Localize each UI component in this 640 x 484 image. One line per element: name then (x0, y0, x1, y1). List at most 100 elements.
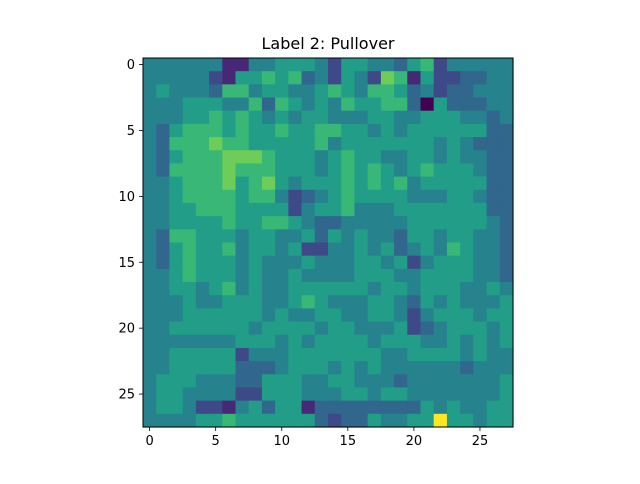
heatmap-cell (209, 229, 223, 244)
heatmap-cell (301, 163, 316, 178)
heatmap-cell (394, 150, 408, 165)
heatmap-cell (446, 387, 461, 402)
heatmap-cell (433, 282, 448, 296)
y-tick-label: 10 (118, 190, 135, 205)
heatmap-cell (367, 295, 382, 309)
heatmap-cell (328, 84, 342, 99)
heatmap-cell (473, 189, 488, 204)
heatmap-cell (182, 137, 197, 151)
heatmap-cell (433, 110, 448, 125)
heatmap-cell (433, 202, 448, 217)
heatmap-cell (460, 163, 474, 178)
heatmap-cell (248, 123, 263, 138)
heatmap-cell (156, 229, 171, 244)
heatmap-cell (420, 413, 435, 428)
heatmap-cell (209, 71, 223, 85)
heatmap-cell (209, 176, 223, 191)
heatmap-cell (248, 176, 263, 191)
heatmap-cell (301, 242, 316, 257)
heatmap-cell (367, 71, 382, 85)
heatmap-cell (499, 97, 514, 112)
heatmap-cell (209, 413, 223, 428)
heatmap-cell (499, 255, 514, 270)
heatmap-cell (341, 242, 356, 257)
heatmap-cell (433, 137, 448, 151)
heatmap-cell (367, 97, 382, 112)
heatmap-cell (341, 58, 356, 72)
heatmap-cell (486, 123, 501, 138)
heatmap-cell (222, 71, 237, 85)
heatmap-cell (314, 295, 329, 309)
heatmap-cell (354, 137, 369, 151)
heatmap-cell (169, 123, 184, 138)
heatmap-cell (446, 308, 461, 323)
heatmap-cell (288, 137, 303, 151)
heatmap-cell (380, 71, 395, 85)
heatmap-cell (446, 163, 461, 178)
heatmap-cell (301, 347, 316, 362)
heatmap-cell (169, 163, 184, 178)
heatmap-cell (341, 282, 356, 296)
heatmap-cell (195, 71, 210, 85)
heatmap-cell (209, 361, 223, 375)
heatmap-cell (248, 71, 263, 85)
heatmap-cell (209, 334, 223, 349)
heatmap-cell (235, 282, 250, 296)
heatmap-cell (235, 242, 250, 257)
heatmap-cell (222, 137, 237, 151)
heatmap-cell (301, 334, 316, 349)
heatmap-cell (460, 58, 474, 72)
heatmap-cell (420, 255, 435, 270)
heatmap-cell (248, 229, 263, 244)
y-axis: 0 5 10 15 20 25 (118, 58, 143, 403)
heatmap-cell (446, 242, 461, 257)
heatmap-cell (499, 295, 514, 309)
heatmap-cell (182, 123, 197, 138)
heatmap-cell (407, 110, 422, 125)
heatmap-cell (195, 58, 210, 72)
heatmap-cell (460, 123, 474, 138)
heatmap-cell (248, 189, 263, 204)
heatmap-cell (222, 229, 237, 244)
heatmap-cell (209, 110, 223, 125)
heatmap-cell (288, 308, 303, 323)
heatmap-cell (473, 137, 488, 151)
heatmap-cell (407, 150, 422, 165)
heatmap-cell (169, 308, 184, 323)
heatmap-cell (433, 334, 448, 349)
heatmap-cell (143, 110, 157, 125)
heatmap-cell (275, 58, 289, 72)
heatmap-cell (394, 387, 408, 402)
heatmap-cell (261, 58, 276, 72)
heatmap-cell (195, 361, 210, 375)
heatmap-cell (195, 282, 210, 296)
heatmap-cell (341, 374, 356, 389)
heatmap-cell (195, 413, 210, 428)
heatmap-cell (301, 361, 316, 375)
heatmap-cell (460, 255, 474, 270)
heatmap-cell (301, 295, 316, 309)
heatmap-cell (235, 163, 250, 178)
heatmap-cell (156, 387, 171, 402)
heatmap-cell (222, 202, 237, 217)
heatmap-cell (275, 374, 289, 389)
heatmap-cell (288, 387, 303, 402)
heatmap-cell (235, 308, 250, 323)
heatmap-cell (261, 202, 276, 217)
heatmap-cell (420, 308, 435, 323)
heatmap-cell (195, 334, 210, 349)
heatmap-cell (301, 255, 316, 270)
heatmap-cell (143, 97, 157, 112)
heatmap-cell (235, 110, 250, 125)
heatmap-cell (301, 413, 316, 428)
heatmap-cell (275, 242, 289, 257)
heatmap-cell (182, 163, 197, 178)
heatmap-cell (169, 110, 184, 125)
heatmap-cell (433, 216, 448, 230)
heatmap-cell (261, 413, 276, 428)
x-tick-label: 15 (340, 434, 357, 449)
heatmap-cell (380, 58, 395, 72)
heatmap-cell (288, 97, 303, 112)
heatmap-cell (314, 123, 329, 138)
heatmap-cell (261, 123, 276, 138)
